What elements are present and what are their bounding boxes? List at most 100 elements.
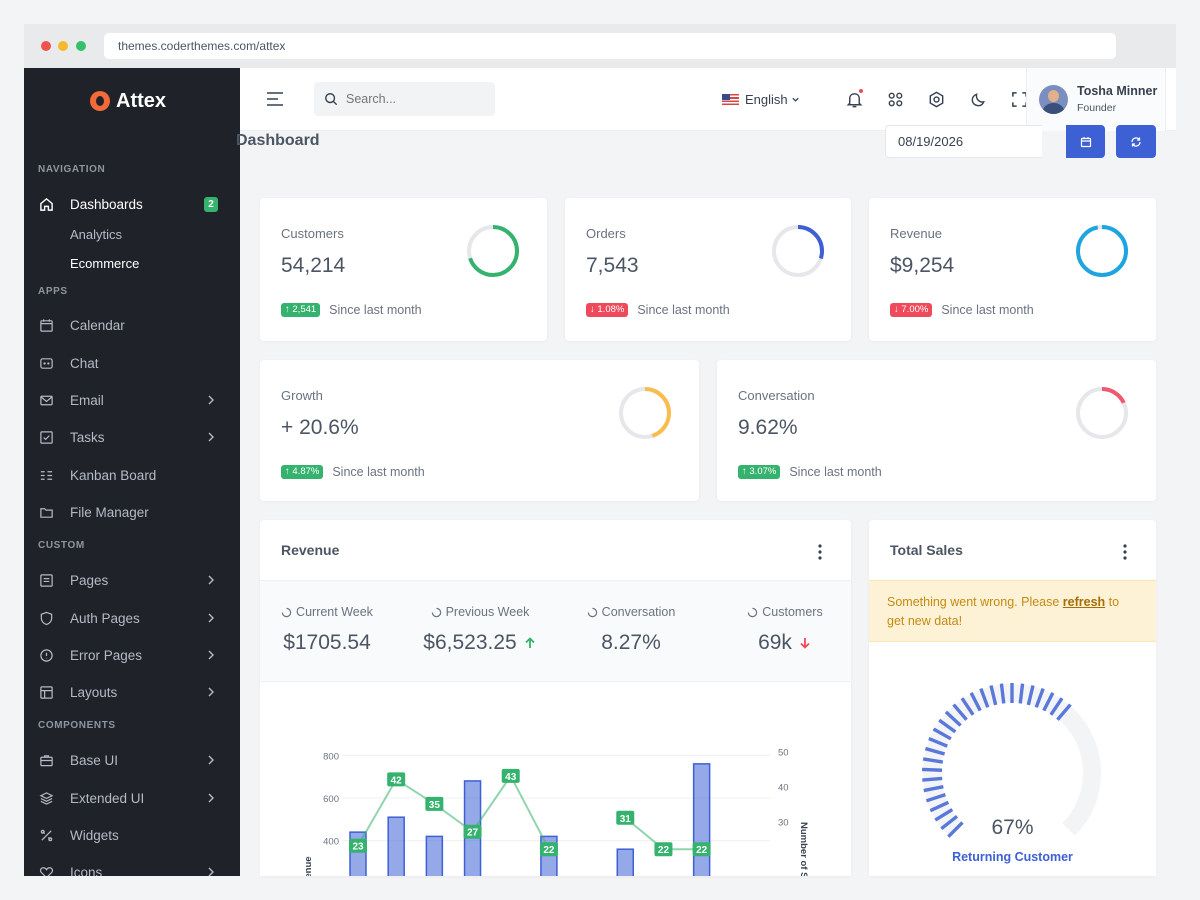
sidebar-subitem-ecommerce[interactable]: Ecommerce: [70, 256, 140, 271]
loader-icon: [281, 607, 292, 617]
sidebar-item-tasks[interactable]: Tasks: [38, 426, 228, 448]
y2-axis-label: Number of Sales: [798, 822, 809, 876]
minimize-window-dot[interactable]: [58, 41, 68, 51]
bar: [425, 835, 444, 876]
layout-icon: [38, 684, 54, 700]
revenue-card: Revenue Current Week $1705.54 Previous W…: [260, 520, 851, 876]
mail-icon: [38, 392, 54, 408]
notifications-button[interactable]: [843, 88, 865, 110]
date-picker-input[interactable]: 08/19/2026: [885, 125, 1042, 158]
sidebar-item-label: Widgets: [70, 827, 119, 843]
stat-footer: ↑ 2,541 Since last month: [281, 303, 422, 317]
fullscreen-button[interactable]: [1008, 88, 1030, 110]
sidebar-item-label: Layouts: [70, 684, 118, 700]
chevron-right-icon: [208, 432, 214, 442]
pages-icon: [38, 572, 54, 588]
stat-label: Conversation: [738, 388, 815, 403]
maximize-window-dot[interactable]: [76, 41, 86, 51]
refresh-button[interactable]: [1116, 125, 1156, 158]
stat-value: 54,214: [281, 254, 346, 277]
sidebar-item-pages[interactable]: Pages: [38, 569, 228, 591]
data-label: 35: [429, 800, 441, 811]
chevron-down-icon: [791, 97, 799, 102]
search-icon: [325, 93, 338, 106]
gauge-tick: [929, 800, 950, 813]
change-badge: ↑ 2,541: [281, 303, 321, 317]
fullscreen-icon: [1011, 91, 1027, 107]
menu-toggle-icon[interactable]: [266, 91, 284, 107]
data-label-bg: [539, 842, 558, 857]
y-tick-label: 800: [323, 751, 339, 762]
close-window-dot[interactable]: [41, 41, 51, 51]
gauge-tick: [1026, 685, 1035, 706]
sidebar-item-label: File Manager: [70, 504, 149, 520]
bell-icon: [846, 92, 862, 107]
sidebar-item-auth-pages[interactable]: Auth Pages: [38, 607, 228, 629]
brand-logo[interactable]: Attex: [90, 90, 166, 112]
metric-value: $1705.54: [283, 631, 371, 654]
bar: [692, 763, 711, 876]
more-vertical-icon[interactable]: [1123, 544, 1127, 560]
metric-value: 8.27%: [601, 631, 661, 654]
stat-value: + 20.6%: [281, 416, 359, 439]
y2-tick-label: 50: [778, 747, 789, 758]
revenue-metrics: Current Week $1705.54 Previous Week $6,5…: [260, 580, 851, 682]
sidebar-item-chat[interactable]: Chat: [38, 352, 228, 374]
sidebar-item-label: Error Pages: [70, 647, 143, 663]
sidebar-item-base-ui[interactable]: Base UI: [38, 749, 228, 771]
us-flag-icon: [722, 94, 739, 105]
sidebar-item-extended-ui[interactable]: Extended UI: [38, 787, 228, 809]
refresh-link[interactable]: refresh: [1062, 595, 1106, 609]
sidebar-item-email[interactable]: Email: [38, 389, 228, 411]
folder-icon: [38, 504, 54, 520]
revenue-card-title: Revenue: [281, 542, 340, 558]
moon-icon: [971, 92, 985, 106]
stat-label: Orders: [586, 226, 626, 241]
gauge-tick: [989, 685, 998, 706]
language-selector[interactable]: English: [722, 92, 800, 107]
y-tick-label: 400: [323, 837, 339, 848]
sidebar-item-error-pages[interactable]: Error Pages: [38, 644, 228, 666]
sidebar-item-file-manager[interactable]: File Manager: [38, 501, 228, 523]
data-label: 31: [620, 814, 632, 825]
search-box[interactable]: [314, 82, 495, 116]
url-bar[interactable]: themes.coderthemes.com/attex: [104, 33, 1116, 59]
data-label: 22: [543, 845, 555, 856]
sidebar-item-calendar[interactable]: Calendar: [38, 314, 228, 336]
metric-previous-week: Previous Week $6,523.25: [410, 605, 550, 655]
sidebar-item-widgets[interactable]: Widgets: [38, 824, 228, 846]
error-alert: Something went wrong. Please refresh to …: [869, 580, 1156, 642]
chevron-right-icon: [208, 755, 214, 765]
gauge-tick: [960, 697, 975, 716]
calendar-button[interactable]: [1066, 125, 1105, 158]
more-vertical-icon[interactable]: [818, 544, 822, 560]
sidebar-item-layouts[interactable]: Layouts: [38, 681, 228, 703]
widgets-icon: [38, 827, 54, 843]
gauge-tick: [922, 776, 943, 782]
gauge-tick: [947, 821, 964, 838]
topbar: English Tosha Minner Founder: [240, 68, 1176, 131]
sidebar-item-label: Kanban Board: [70, 467, 157, 483]
settings-button[interactable]: [925, 88, 947, 110]
stat-card-customers: Customers 54,214 ↑ 2,541 Since last month: [260, 198, 547, 341]
total-sales-title: Total Sales: [890, 542, 963, 558]
calendar-icon: [1080, 136, 1091, 147]
gauge-tick: [979, 687, 990, 708]
sidebar-item-dashboards[interactable]: Dashboards 2: [38, 193, 228, 215]
data-label-bg: [349, 838, 367, 853]
sidebar-item-icons[interactable]: Icons: [38, 861, 228, 876]
gauge-value: 67%: [991, 816, 1034, 839]
search-input[interactable]: [346, 92, 486, 106]
data-label-bg: [387, 772, 406, 787]
stat-value: 7,543: [586, 254, 639, 277]
metric-label: Conversation: [601, 605, 676, 619]
user-profile[interactable]: Tosha Minner Founder: [1026, 68, 1166, 131]
sidebar-item-kanban-board[interactable]: Kanban Board: [38, 464, 228, 486]
gauge-tick: [1056, 703, 1072, 721]
stat-ring: [1076, 225, 1128, 277]
calendar-icon: [38, 317, 54, 333]
page-title: Dashboard: [236, 132, 320, 149]
theme-toggle-button[interactable]: [967, 88, 989, 110]
sidebar-subitem-analytics[interactable]: Analytics: [70, 227, 123, 242]
apps-button[interactable]: [884, 88, 906, 110]
